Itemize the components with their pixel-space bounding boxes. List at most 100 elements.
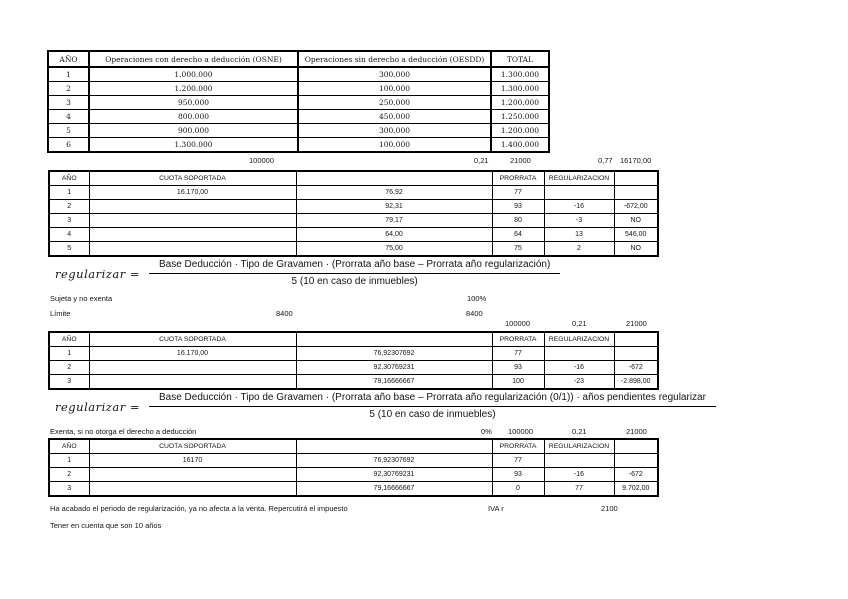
table-cell	[88, 360, 297, 375]
col-header-regularizacion: REGULARIZACION	[543, 170, 615, 186]
table-regularizacion-venta-sujeta: AÑO CUOTA SOPORTADA PRORRATA REGULARIZAC…	[48, 331, 659, 390]
table-cell: 92,30769231	[295, 467, 493, 482]
table-cell	[88, 227, 297, 242]
table-cell: 93	[491, 467, 545, 482]
table-cell: 1.200.000	[490, 95, 550, 110]
table-cell: 450.000	[297, 109, 492, 124]
cuota-iva-value: 21000	[510, 156, 531, 165]
table-row: 3 950.000 250.000 1.200.000	[47, 95, 550, 110]
col-header-cuota-soportada: CUOTA SOPORTADA	[88, 170, 297, 186]
col-header-importe	[613, 170, 659, 186]
col-header-prorrata: PRORRATA	[491, 331, 545, 347]
table-cell: 5	[48, 241, 90, 257]
table-cell: 64,00	[295, 227, 493, 242]
table-cell: 2	[543, 241, 615, 257]
table-cell: 1.000.000	[88, 66, 299, 82]
col-header-operaciones-sin-derecho: Operaciones sin derecho a deducción (OES…	[297, 50, 492, 68]
table-regularizacion-prorrata: AÑO CUOTA SOPORTADA PRORRATA REGULARIZAC…	[48, 170, 659, 257]
table-cell: 1.250.000	[490, 109, 550, 124]
table-cell: 2	[48, 199, 90, 214]
table-cell: 5	[47, 123, 90, 138]
col-header-regularizacion: REGULARIZACION	[543, 331, 615, 347]
table-cell: 1	[48, 346, 90, 361]
formula-denominator: 5 (10 en caso de inmuebles)	[291, 276, 418, 287]
table-row: 1 16.170,00 76,92 77	[48, 185, 659, 200]
table-cell: -672	[613, 467, 659, 482]
table-cell: 77	[491, 185, 545, 200]
table-cell: 75,00	[295, 241, 493, 257]
table-cell	[88, 374, 297, 390]
col-header-porcentaje	[295, 170, 493, 186]
table-cell	[88, 241, 297, 257]
table-row: 2 92,30769231 93 -16 -672	[48, 360, 659, 375]
table-cell: 2	[48, 467, 90, 482]
formula-regularizar-1: regularizar = Base Deducción · Tipo de G…	[55, 259, 561, 288]
col-header-operaciones-con-derecho: Operaciones con derecho a deducción (OSN…	[88, 50, 299, 68]
table-cell: 4	[47, 109, 90, 124]
table-cell: 16170	[88, 453, 297, 468]
table-cell: 800.000	[88, 109, 299, 124]
table-cell: 250.000	[297, 95, 492, 110]
table-cell: 3	[48, 374, 90, 390]
table-cell: 77	[543, 481, 615, 497]
table-cell	[613, 185, 659, 200]
table-cell: 76,92307692	[295, 453, 493, 468]
table-cell: 1.400.000	[490, 137, 550, 153]
table-cell: 76,92307692	[295, 346, 493, 361]
table-cell: 13	[543, 227, 615, 242]
cuota-iva-value: 21000	[626, 427, 647, 436]
table-cell: 1.200.000	[490, 123, 550, 138]
table-cell: 100	[491, 374, 545, 390]
cuota-iva-value: 21000	[626, 319, 647, 328]
col-header-ano: AÑO	[48, 170, 90, 186]
table-cell: 4	[48, 227, 90, 242]
col-header-ano: AÑO	[48, 438, 90, 454]
iva-repercutido-label: IVA r	[488, 504, 504, 513]
table-row: 4 64,00 64 13 546,00	[48, 227, 659, 242]
table-cell: 546,00	[613, 227, 659, 242]
table-row: 4 800.000 450.000 1.250.000	[47, 109, 550, 124]
table-cell: -16	[543, 360, 615, 375]
table-cell	[613, 453, 659, 468]
table-cell: 300.000	[297, 123, 492, 138]
iva-repercutido-value: 2100	[601, 504, 618, 513]
table-cell	[543, 346, 615, 361]
table-cell: -3	[543, 213, 615, 228]
footer-note-periodo: Ha acabado el periodo de regularización,…	[50, 504, 348, 513]
table-cell: 79,16666667	[295, 481, 493, 497]
formula-fraction: Base Deducción · Tipo de Gravamen · (Pro…	[148, 259, 561, 288]
col-header-ano: AÑO	[48, 331, 90, 347]
limite-value-2: 8400	[466, 309, 483, 318]
table-cell: 3	[47, 95, 90, 110]
table-cell: 93	[491, 199, 545, 214]
cuota-deducible-value: 16170,00	[620, 156, 652, 165]
table-cell	[88, 199, 297, 214]
table-cell: 1.200.000	[88, 81, 299, 96]
table-cell: -2.898,00	[613, 374, 659, 390]
table-cell	[88, 481, 297, 497]
table-cell: 100.000	[297, 137, 492, 153]
table-cell: 1.300.000	[88, 137, 299, 153]
col-header-prorrata: PRORRATA	[491, 170, 545, 186]
table-row: 3 79,16666667 100 -23 -2.898,00	[48, 374, 659, 390]
table-row: 2 92,30769231 93 -16 -672	[48, 467, 659, 482]
table-cell: 16.170,00	[88, 185, 297, 200]
footer-note-diez-anos: Tener en cuenta que son 10 años	[50, 521, 162, 530]
formula-regularizar-2: regularizar = Base Deducción · Tipo de G…	[55, 392, 716, 421]
table-cell: 79,17	[295, 213, 493, 228]
table-cell: -16	[543, 467, 615, 482]
table-cell: 3	[48, 213, 90, 228]
table-cell: 64	[491, 227, 545, 242]
table-cell: 1.300.000	[490, 81, 550, 96]
table-cell: 77	[491, 453, 545, 468]
col-header-ano: AÑO	[47, 50, 90, 68]
table-row: 5 900.000 300.000 1.200.000	[47, 123, 550, 138]
table-row: 1 1.000.000 300.000 1.300.000	[47, 66, 550, 82]
tipo-gravamen-value: 0,21	[572, 427, 587, 436]
prorrata-exenta-value: 0%	[481, 427, 492, 436]
table-cell: 6	[47, 137, 90, 153]
table-operaciones-anuales: AÑO Operaciones con derecho a deducción …	[47, 50, 550, 153]
table-regularizacion-venta-exenta: AÑO CUOTA SOPORTADA PRORRATA REGULARIZAC…	[48, 438, 659, 497]
col-header-regularizacion: REGULARIZACION	[543, 438, 615, 454]
table-cell: -23	[543, 374, 615, 390]
